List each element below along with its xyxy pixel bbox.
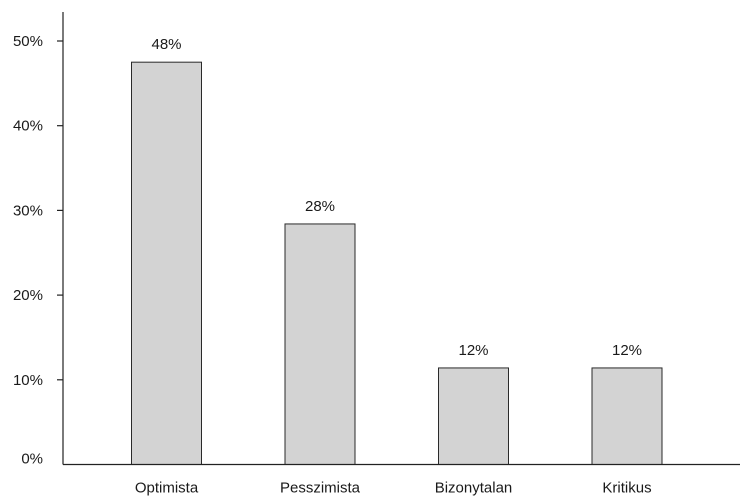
bar-kritikus bbox=[591, 367, 663, 465]
x-axis: Optimista Pesszimista Bizonytalan Kritikus bbox=[63, 463, 740, 497]
bar-pesszimista bbox=[284, 223, 356, 465]
y-tick-label: 10% bbox=[13, 372, 43, 389]
y-tick-label: 50% bbox=[13, 33, 43, 50]
bar-bizonytalan bbox=[438, 367, 509, 465]
y-tick-label: 20% bbox=[13, 287, 43, 304]
data-label: 28% bbox=[305, 198, 335, 215]
x-category-label: Kritikus bbox=[602, 480, 651, 497]
y-tick-label: 0% bbox=[21, 451, 43, 468]
y-axis: 0% 10% 20% 30% 40% 50% bbox=[13, 12, 64, 468]
bars bbox=[131, 61, 663, 466]
data-label: 12% bbox=[458, 342, 488, 359]
data-labels: 48% 28% 12% 12% bbox=[151, 36, 642, 359]
bar-optimista bbox=[131, 61, 202, 466]
x-category-label: Bizonytalan bbox=[435, 480, 513, 497]
y-ticks: 0% 10% 20% 30% 40% 50% bbox=[13, 33, 63, 468]
data-label: 12% bbox=[612, 342, 642, 359]
data-label: 48% bbox=[151, 36, 181, 53]
x-category-label: Pesszimista bbox=[280, 480, 361, 497]
x-labels: Optimista Pesszimista Bizonytalan Kritikus bbox=[135, 480, 652, 497]
y-tick-label: 40% bbox=[13, 118, 43, 135]
x-category-label: Optimista bbox=[135, 480, 199, 497]
y-tick-label: 30% bbox=[13, 202, 43, 219]
